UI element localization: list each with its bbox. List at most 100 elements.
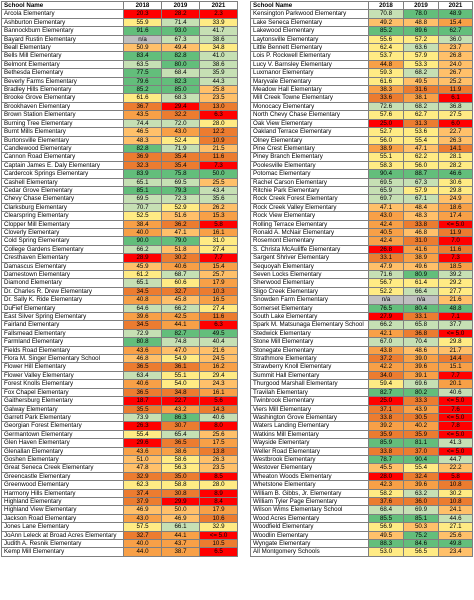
- school-name-cell: Pine Crest Elementary: [250, 143, 369, 154]
- school-name-cell: Stonegate Elementary: [250, 345, 369, 356]
- value-2019-cell: 85.1: [403, 513, 439, 524]
- table-row: Highland View Elementary 46.9 50.0 17.9: [1, 505, 238, 515]
- value-2021-cell: 11.6: [199, 312, 238, 322]
- table-row: Cedar Grove Elementary 85.1 79.3 43.4: [1, 185, 238, 196]
- school-name-cell: Ritchie Park Elementary: [250, 185, 369, 196]
- value-2021-cell: 7.3: [438, 253, 473, 263]
- table-row: Bells Mill Elementary 83.4 82.8 41.0: [1, 51, 238, 61]
- school-name-cell: Sargent Shriver Elementary: [250, 253, 369, 263]
- table-row: Kemp Mill Elementary 44.0 38.7 6.5: [1, 547, 238, 557]
- value-2019-cell: 35.4: [161, 160, 200, 171]
- school-name-cell: Ronald A. McNair Elementary: [250, 227, 369, 238]
- table-row: Stonegate Elementary 43.8 48.6 21.7: [250, 345, 473, 356]
- school-name-cell: Lois P. Rockwell Elementary: [250, 51, 369, 61]
- value-2019-cell: 36.2: [161, 219, 200, 229]
- table-row: Monocacy Elementary 72.6 68.2 36.8: [250, 101, 473, 112]
- table-row: East Silver Spring Elementary 39.6 42.5 11.…: [1, 312, 238, 322]
- table-row: Fairland Elementary 34.5 44.1 6.3: [1, 320, 238, 330]
- value-2018-cell: 38.3: [368, 85, 404, 95]
- value-2019-cell: 35.4: [161, 152, 200, 162]
- value-2019-cell: 48.8: [403, 17, 439, 28]
- table-row: Thurgood Marshall Elementary 59.4 69.6 20.1: [250, 379, 473, 389]
- value-2018-cell: 38.4: [123, 219, 162, 229]
- table-row: Travilah Elementary 82.7 80.2 40.6: [250, 387, 473, 398]
- school-name-cell: Chevy Chase Elementary: [1, 194, 124, 204]
- school-name-cell: Highland Elementary: [1, 496, 124, 507]
- value-2021-cell: 33.9: [199, 17, 238, 28]
- value-2019-cell: 55.1: [161, 370, 200, 381]
- school-name-cell: Burtonsville Elementary: [1, 135, 124, 145]
- school-name-cell: Waters Landing Elementary: [250, 421, 369, 431]
- value-2018-cell: 52.5: [123, 211, 162, 221]
- table-row: Brookhaven Elementary 36.7 29.4 13.0: [1, 101, 238, 112]
- value-2018-cell: 45.5: [368, 463, 404, 473]
- value-2018-cell: 32.9: [123, 471, 162, 482]
- value-2021-cell: 17.5: [199, 438, 238, 448]
- value-2019-cell: 68.2: [403, 68, 439, 78]
- value-2019-cell: 75.2: [403, 530, 439, 541]
- value-2021-cell: <= 5.0: [199, 530, 238, 541]
- value-2021-cell: 27.4: [199, 244, 238, 255]
- school-name-cell: Wyngate Elementary: [250, 538, 369, 549]
- value-2019-cell: 30.7: [161, 421, 200, 431]
- value-2018-cell: 26.3: [123, 421, 162, 431]
- table-row: Cashell Elementary 65.1 69.5 25.5: [1, 177, 238, 187]
- school-name-cell: Strathmore Elementary: [250, 354, 369, 364]
- value-2018-cell: 65.9: [368, 185, 404, 196]
- value-2019-cell: 49.4: [161, 43, 200, 53]
- table-row: Captain James E. Daly Elementary 32.3 35.4…: [1, 160, 238, 171]
- table-row: Luxmanor Elementary 59.3 68.2 26.7: [250, 68, 473, 78]
- school-name-cell: Clopper Mill Elementary: [1, 219, 124, 229]
- school-name-cell: Flower Valley Elementary: [1, 370, 124, 381]
- value-2018-cell: 90.4: [368, 169, 404, 179]
- value-2019-cell: 79.3: [161, 185, 200, 196]
- table-row: Judith A. Resnik Elementary 40.0 43.7 10.5: [1, 538, 238, 549]
- value-2018-cell: 82.8: [123, 143, 162, 154]
- value-2018-cell: 79.6: [123, 76, 162, 87]
- table-row: Garrett Park Elementary 73.9 86.3 40.6: [1, 412, 238, 423]
- school-name-cell: Belmont Elementary: [1, 59, 124, 70]
- value-2018-cell: 73.9: [123, 412, 162, 423]
- value-2019-cell: 81.1: [403, 438, 439, 448]
- school-name-cell: Little Bennett Elementary: [250, 43, 369, 53]
- value-2021-cell: 25.7: [199, 269, 238, 280]
- school-name-cell: Rosemont Elementary: [250, 236, 369, 246]
- value-2021-cell: 32.9: [199, 522, 238, 532]
- table-row: Goshen Elementary 51.0 58.6 26.3: [1, 454, 238, 465]
- school-name-cell: Twinbrook Elementary: [250, 396, 369, 406]
- value-2018-cell: 32.3: [123, 160, 162, 171]
- value-2021-cell: 11.9: [438, 85, 473, 95]
- value-2018-cell: 88.3: [368, 538, 404, 549]
- value-2019-cell: 31.3: [403, 118, 439, 129]
- value-2019-cell: 48.4: [403, 202, 439, 213]
- table-row: Wyngate Elementary 88.3 84.6 49.8: [250, 538, 473, 549]
- value-2018-cell: 18.7: [123, 396, 162, 406]
- table-row: Jackson Road Elementary 43.0 46.9 10.6: [1, 513, 238, 524]
- value-2021-cell: 12.2: [199, 127, 238, 137]
- school-name-cell: DuFief Elementary: [1, 303, 124, 314]
- value-2021-cell: 7.3: [199, 160, 238, 171]
- value-2021-cell: 25.8: [199, 85, 238, 95]
- value-2021-cell: 36.0: [438, 34, 473, 45]
- value-2019-cell: 48.3: [403, 211, 439, 221]
- value-2018-cell: 42.1: [368, 328, 404, 339]
- value-2019-cell: 32.2: [161, 110, 200, 120]
- value-2018-cell: 85.1: [123, 185, 162, 196]
- value-2018-cell: 36.5: [123, 387, 162, 398]
- value-2019-cell: 47.0: [161, 345, 200, 356]
- school-name-cell: Georgian Forest Elementary: [1, 421, 124, 431]
- value-2019-cell: 47.1: [161, 227, 200, 238]
- value-2019-cell: 56.0: [403, 160, 439, 171]
- table-row: Lucy V. Barnsley Elementary 44.8 53.3 24.0: [250, 59, 473, 70]
- value-2021-cell: 7.0: [438, 236, 473, 246]
- value-2018-cell: 25.0: [368, 396, 404, 406]
- school-name-cell: Burning Tree Elementary: [1, 118, 124, 129]
- value-2021-cell: 41.3: [438, 438, 473, 448]
- value-2018-cell: 56.7: [368, 278, 404, 288]
- value-2018-cell: 36.7: [123, 101, 162, 112]
- table-row: Potomac Elementary 90.4 88.7 46.6: [250, 169, 473, 179]
- school-name-cell: Lakewood Elementary: [250, 26, 369, 36]
- value-2021-cell: 5.6: [199, 396, 238, 406]
- school-name-cell: Wheaton Woods Elementary: [250, 471, 369, 482]
- value-2018-cell: 59.4: [368, 379, 404, 389]
